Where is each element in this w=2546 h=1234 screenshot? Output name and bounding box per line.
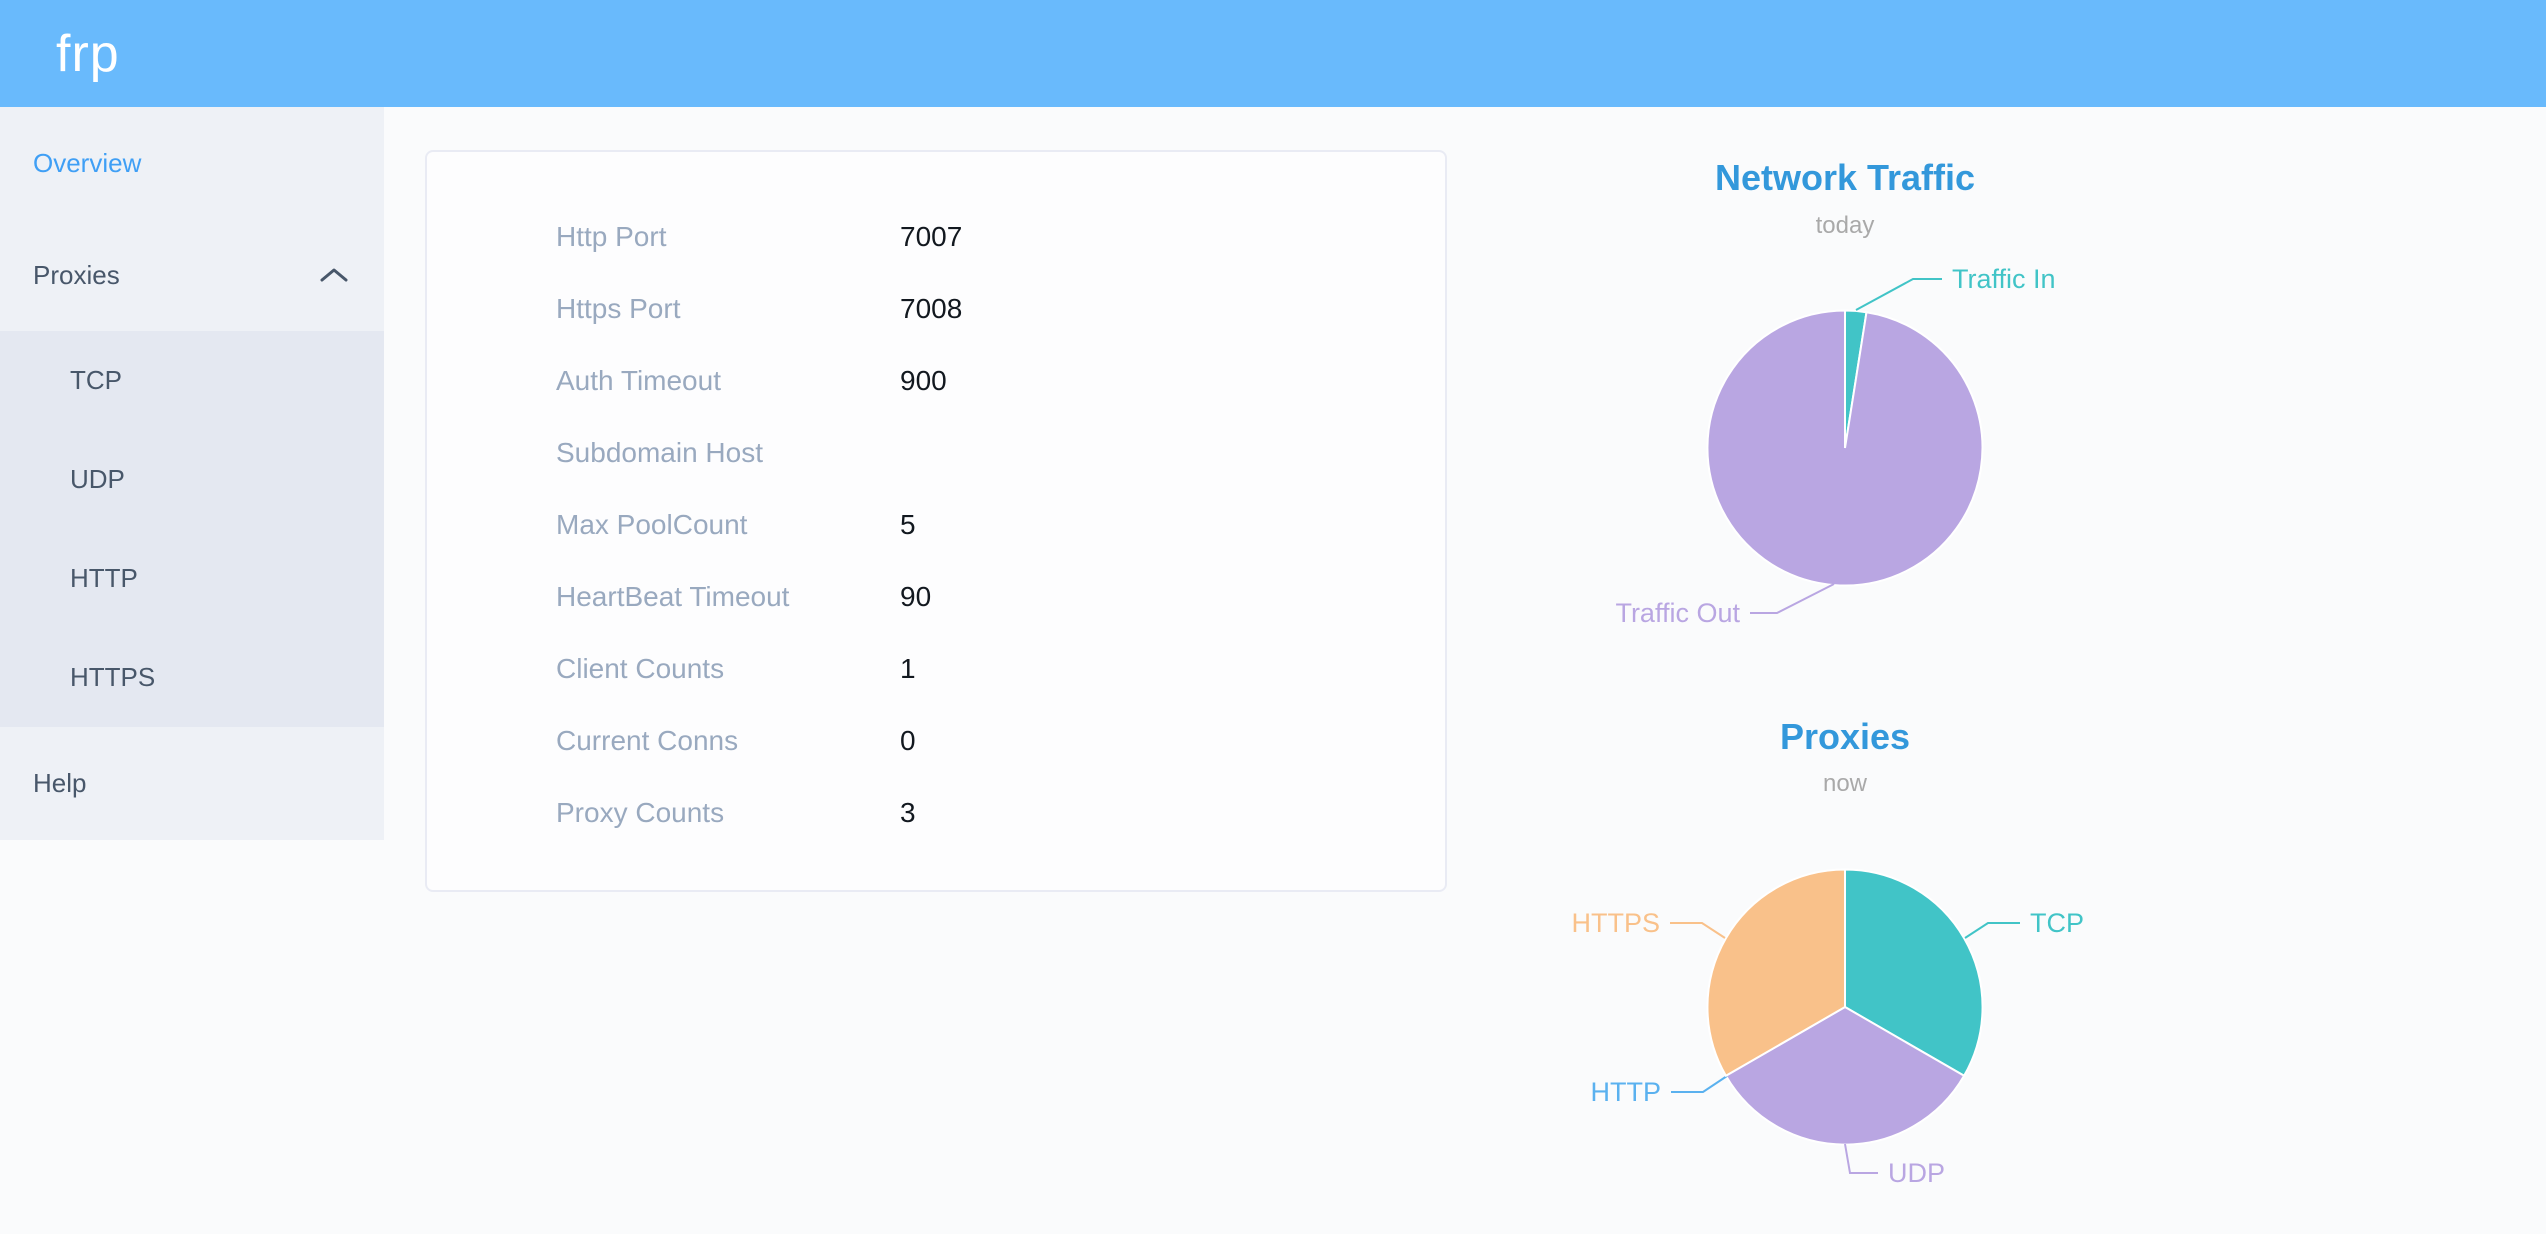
config-row: Subdomain Host	[427, 417, 1445, 489]
config-row: Https Port 7008	[427, 273, 1445, 345]
sidebar-item-label: UDP	[70, 464, 125, 494]
config-row: Max PoolCount 5	[427, 489, 1445, 561]
sidebar-item-tcp[interactable]: TCP	[0, 331, 384, 430]
pie-slice-traffic-out[interactable]	[1706, 309, 1984, 587]
config-label: HeartBeat Timeout	[556, 581, 790, 612]
config-value: 900	[900, 365, 947, 396]
config-value: 7008	[900, 293, 963, 324]
pie-label-traffic-in: Traffic In	[1952, 264, 2056, 294]
config-value: 90	[900, 581, 932, 612]
config-label: Https Port	[556, 293, 681, 324]
sidebar-item-help[interactable]: Help	[0, 727, 384, 839]
pie-label-tcp: TCP	[2030, 908, 2084, 938]
pie-leader-http	[1671, 1075, 1728, 1093]
sidebar-item-label: Help	[33, 767, 87, 798]
pie-leader-traffic-in	[1855, 278, 1942, 311]
pie-leader-tcp	[1964, 922, 2020, 939]
pie-leader-udp	[1844, 1143, 1878, 1174]
chart-subtitle-today: today	[1815, 212, 1875, 239]
config-label: Subdomain Host	[556, 437, 764, 468]
config-value: 3	[900, 797, 916, 828]
sidebar-item-http[interactable]: HTTP	[0, 529, 384, 628]
sidebar: Overview Proxies TCP UDP HTTP HTTPS Help	[0, 107, 384, 840]
pie-label-http: HTTP	[1591, 1077, 1662, 1107]
chart-title-network-traffic: Network Traffic	[1714, 157, 1976, 198]
sidebar-item-proxies[interactable]: Proxies	[0, 219, 384, 331]
pie-slice-https[interactable]	[1706, 868, 1846, 1078]
config-label: Current Conns	[556, 725, 739, 756]
config-value: 1	[900, 653, 916, 684]
pie-leader-traffic-out	[1750, 583, 1835, 614]
sidebar-item-label: TCP	[70, 365, 122, 395]
config-value: 5	[900, 509, 916, 540]
sidebar-item-label: Overview	[33, 147, 142, 178]
config-row: Auth Timeout 900	[427, 345, 1445, 417]
pie-slice-tcp[interactable]	[1844, 868, 1984, 1078]
config-row: HeartBeat Timeout 90	[427, 561, 1445, 633]
config-label: Client Counts	[556, 653, 725, 684]
chart-subtitle-now: now	[1822, 770, 1868, 797]
config-value: 7007	[900, 221, 963, 252]
pie-label-https: HTTPS	[1571, 908, 1660, 938]
config-row: Client Counts 1	[427, 633, 1445, 705]
sidebar-item-https[interactable]: HTTPS	[0, 628, 384, 727]
sidebar-item-label: HTTP	[70, 563, 138, 593]
config-row: Http Port 7007	[427, 201, 1445, 273]
app-header: frp	[0, 0, 2546, 107]
config-label: Proxy Counts	[556, 797, 725, 828]
sidebar-submenu-proxies: TCP UDP HTTP HTTPS	[0, 331, 384, 727]
sidebar-item-label: HTTPS	[70, 662, 156, 692]
sidebar-item-udp[interactable]: UDP	[0, 430, 384, 529]
pie-leader-https	[1670, 922, 1726, 939]
config-label: Max PoolCount	[556, 509, 748, 540]
config-row: Proxy Counts 3	[427, 777, 1445, 849]
app-logo: frp	[56, 24, 120, 83]
config-row: Current Conns 0	[427, 705, 1445, 777]
sidebar-item-overview[interactable]: Overview	[0, 107, 384, 219]
server-config-card: Http Port 7007 Https Port 7008 Auth Timeou…	[425, 150, 1447, 892]
config-label: Auth Timeout	[556, 365, 721, 396]
pie-label-udp: UDP	[1888, 1158, 1945, 1188]
sidebar-item-label: Proxies	[33, 259, 120, 290]
config-label: Http Port	[556, 221, 667, 252]
config-value: 0	[900, 725, 916, 756]
chevron-up-icon	[320, 268, 348, 282]
chart-title-proxies: Proxies	[1779, 716, 1911, 757]
pie-label-traffic-out: Traffic Out	[1615, 598, 1740, 628]
